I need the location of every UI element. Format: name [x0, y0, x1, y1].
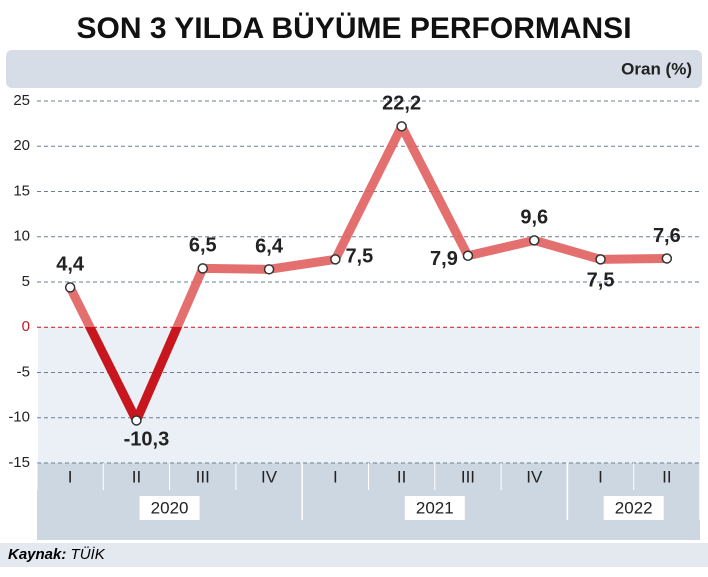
year-box	[404, 496, 465, 520]
x-tick-label: II	[662, 467, 671, 486]
header-band	[6, 50, 702, 88]
data-line-negative	[84, 327, 183, 425]
value-label: 7,5	[345, 246, 373, 268]
source: Kaynak: TÜİK	[8, 545, 106, 563]
y-axis-label: Oran (%)	[621, 59, 692, 78]
value-label: -10,3	[124, 429, 170, 451]
data-point	[529, 235, 540, 246]
data-point	[330, 254, 341, 265]
x-tick-label: I	[598, 467, 603, 486]
data-point	[396, 121, 407, 132]
x-tick-label: III	[461, 467, 475, 486]
value-label: 7,6	[653, 225, 681, 247]
x-tick-label: III	[196, 467, 210, 486]
data-point	[462, 250, 474, 262]
y-tick-label: -15	[8, 454, 30, 471]
data-point	[595, 254, 606, 265]
y-tick-label: 15	[13, 182, 30, 199]
x-tick-label: IV	[261, 467, 278, 486]
value-label: 22,2	[382, 93, 421, 115]
year-box	[139, 496, 200, 520]
year-box	[603, 496, 664, 520]
source-label: Kaynak:	[8, 546, 66, 563]
chart-title: SON 3 YILDA BÜYÜME PERFORMANSI	[76, 12, 631, 45]
value-label: 6,4	[255, 236, 284, 258]
year-label: 2020	[151, 498, 189, 517]
y-tick-label: 5	[22, 273, 30, 290]
data-point	[263, 264, 275, 275]
y-tick-label: -5	[17, 363, 30, 380]
x-tick-label: I	[333, 467, 338, 486]
data-point	[64, 282, 76, 293]
value-label: 7,9	[430, 248, 458, 270]
y-tick-label: 10	[13, 228, 30, 245]
x-tick-label: II	[132, 467, 141, 486]
data-point	[197, 263, 208, 274]
value-label: 9,6	[520, 207, 548, 229]
value-label: 7,5	[587, 270, 615, 292]
value-label: 4,4	[56, 254, 85, 276]
x-tick-label: IV	[526, 467, 543, 486]
footer-band	[0, 543, 708, 567]
x-tick-label: I	[68, 467, 73, 486]
value-label: 6,5	[189, 235, 217, 257]
data-point	[661, 253, 673, 264]
source-text: TÜİK	[71, 545, 106, 563]
data-point	[131, 415, 142, 426]
y-tick-label: 20	[13, 137, 30, 154]
y-tick-label: 0	[22, 318, 30, 335]
year-label: 2021	[416, 498, 454, 517]
year-label: 2022	[615, 498, 653, 517]
y-tick-label: -10	[8, 409, 30, 426]
y-tick-label: 25	[13, 92, 30, 109]
x-tick-label: II	[397, 467, 406, 486]
